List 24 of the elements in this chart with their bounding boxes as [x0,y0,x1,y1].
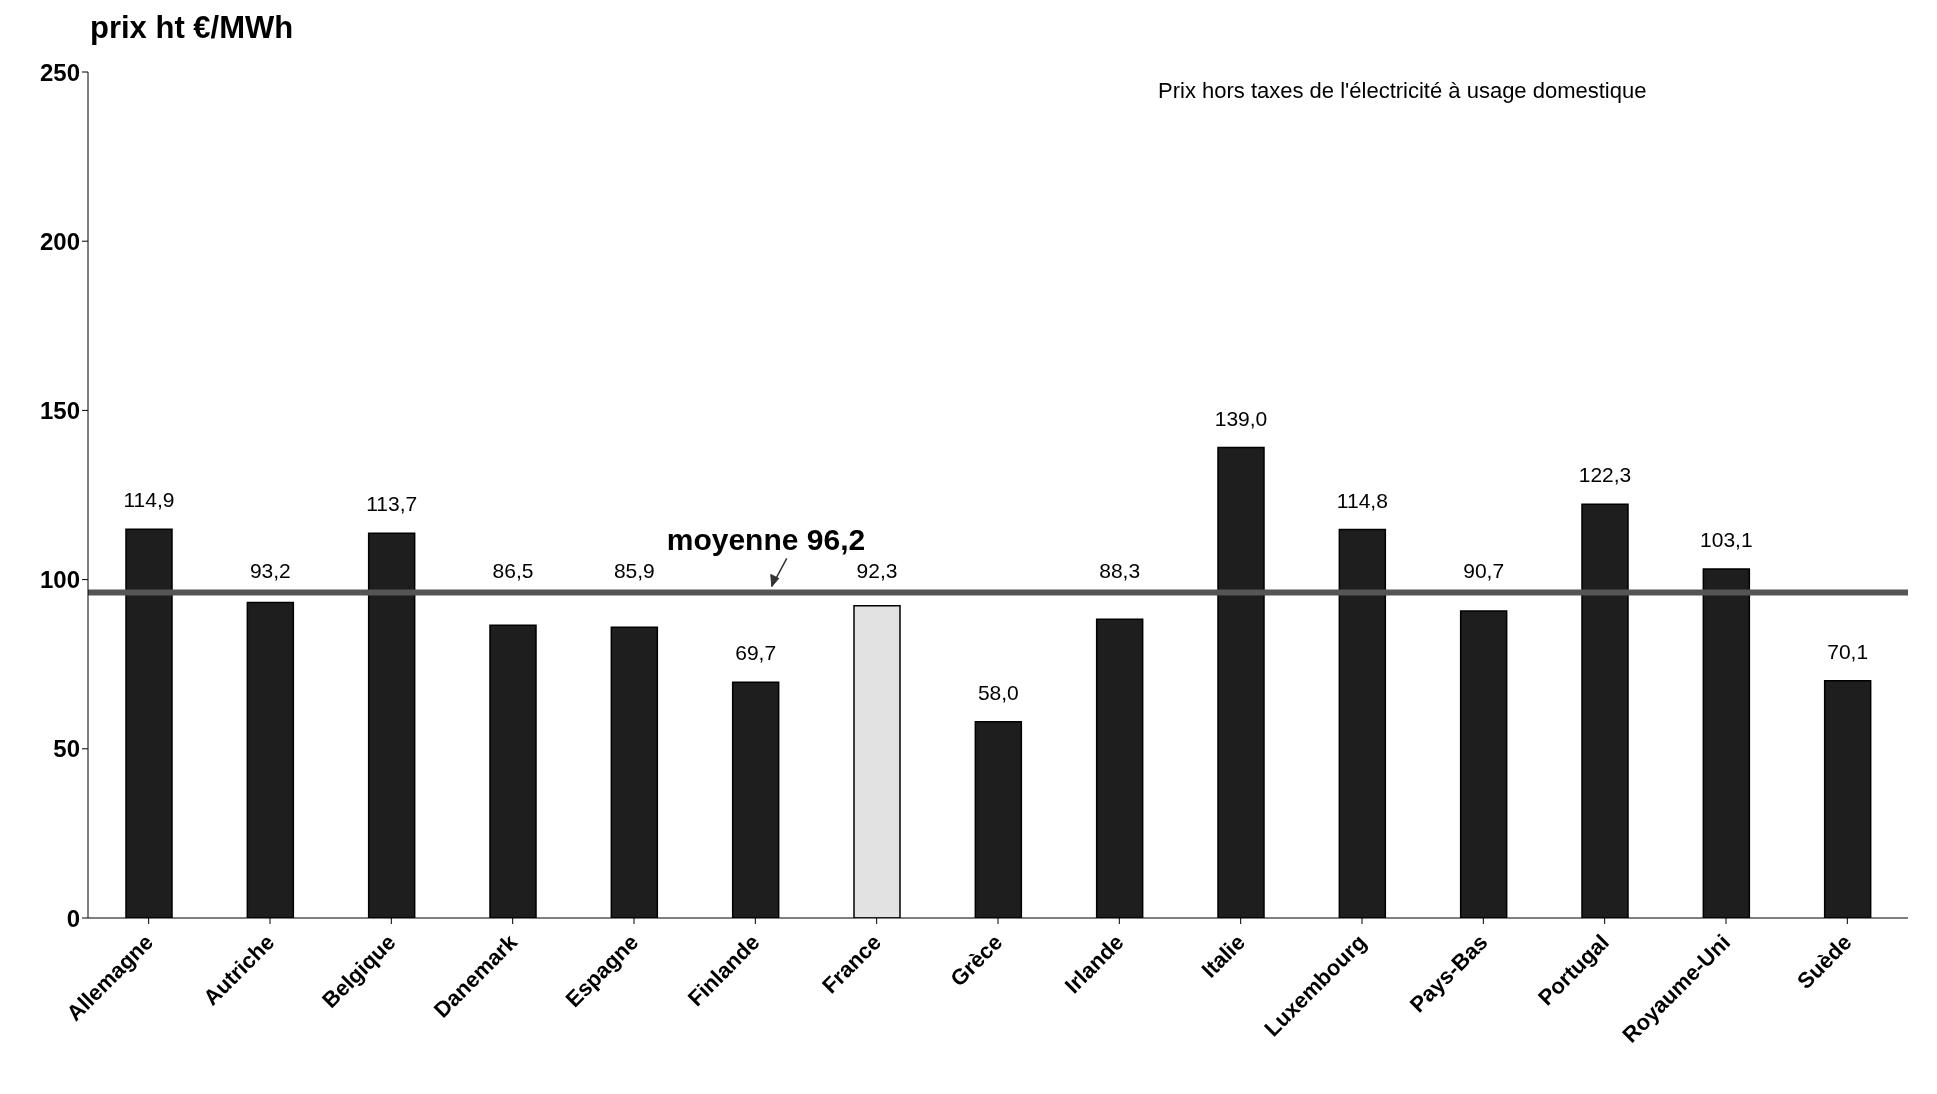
data-label: 92,3 [856,559,898,583]
data-label: 85,9 [613,559,655,583]
data-label: 58,0 [977,680,1019,704]
y-tick-label: 100 [39,566,80,594]
data-label: 114,8 [1336,488,1388,512]
data-label: 88,3 [1099,559,1141,583]
y-tick-label: 0 [66,904,80,932]
data-label: 70,1 [1827,639,1869,663]
data-label: 122,3 [1578,463,1632,487]
y-tick-label: 150 [39,396,80,424]
y-tick-label: 250 [39,58,80,86]
data-label: 93,2 [249,559,291,583]
data-label: 69,7 [735,641,777,665]
ref-line-label: moyenne 96,2 [666,523,866,557]
data-label: 90,7 [1463,559,1505,583]
data-label: 86,5 [492,559,534,583]
data-label: 103,1 [1700,528,1753,552]
y-tick-label: 200 [39,227,80,255]
data-label: 114,9 [123,488,175,512]
chart-subtitle: Prix hors taxes de l'électricité à usage domestique [1158,78,1647,104]
y-axis-title: prix ht €/MWh [90,10,294,46]
data-label: 139,0 [1214,406,1268,430]
y-tick-label: 50 [53,735,80,763]
data-label: 113,7 [366,492,418,516]
